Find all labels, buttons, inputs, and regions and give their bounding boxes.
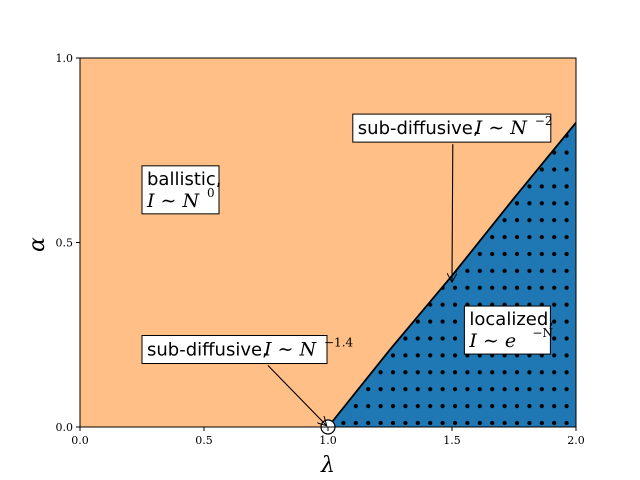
annotation-text: sub-diffusive, (358, 118, 479, 139)
y-axis-label: α (25, 237, 50, 252)
x-tick-label: 1.5 (443, 434, 461, 447)
annotation-math: I ∼ N (474, 117, 529, 139)
annotation-arrow (452, 144, 453, 281)
x-tick-label: 1.0 (319, 434, 337, 447)
annotation-math: I ∼ e (468, 330, 516, 352)
annotation-text: localized, (469, 309, 554, 330)
y-tick-label: 0.0 (56, 421, 74, 434)
annotation-text: ballistic, (147, 169, 222, 190)
annotation-math: I ∼ N (146, 190, 201, 212)
annotation-localized: localized,I ∼ e −N (463, 305, 554, 355)
x-tick-label: 0.5 (195, 434, 213, 447)
annotation-box (141, 165, 220, 215)
annotation-exponent: −2 (535, 114, 553, 128)
annotation-box (352, 113, 552, 143)
annotation-ballistic: ballistic,I ∼ N 0 (141, 165, 222, 215)
annotation-text: sub-diffusive, (147, 340, 268, 361)
annotation-box (141, 335, 328, 365)
annotation-exponent: −N (532, 326, 553, 340)
y-tick-label: 1.0 (56, 52, 74, 65)
annotation-box (463, 305, 551, 355)
annotation-subdiff-14: sub-diffusive, I ∼ N −1.4 (141, 335, 354, 425)
x-axis-label: λ (320, 453, 335, 478)
annotation-exponent: 0 (207, 186, 215, 200)
y-tick-label: 0.5 (56, 237, 74, 250)
x-tick-label: 0.0 (71, 434, 89, 447)
x-tick-label: 2.0 (567, 434, 585, 447)
annotation-exponent: −1.4 (324, 336, 354, 350)
annotation-subdiff-2: sub-diffusive, I ∼ N −2 (352, 113, 553, 281)
annotation-arrow (267, 365, 326, 425)
annotation-math: I ∼ N (263, 339, 318, 361)
